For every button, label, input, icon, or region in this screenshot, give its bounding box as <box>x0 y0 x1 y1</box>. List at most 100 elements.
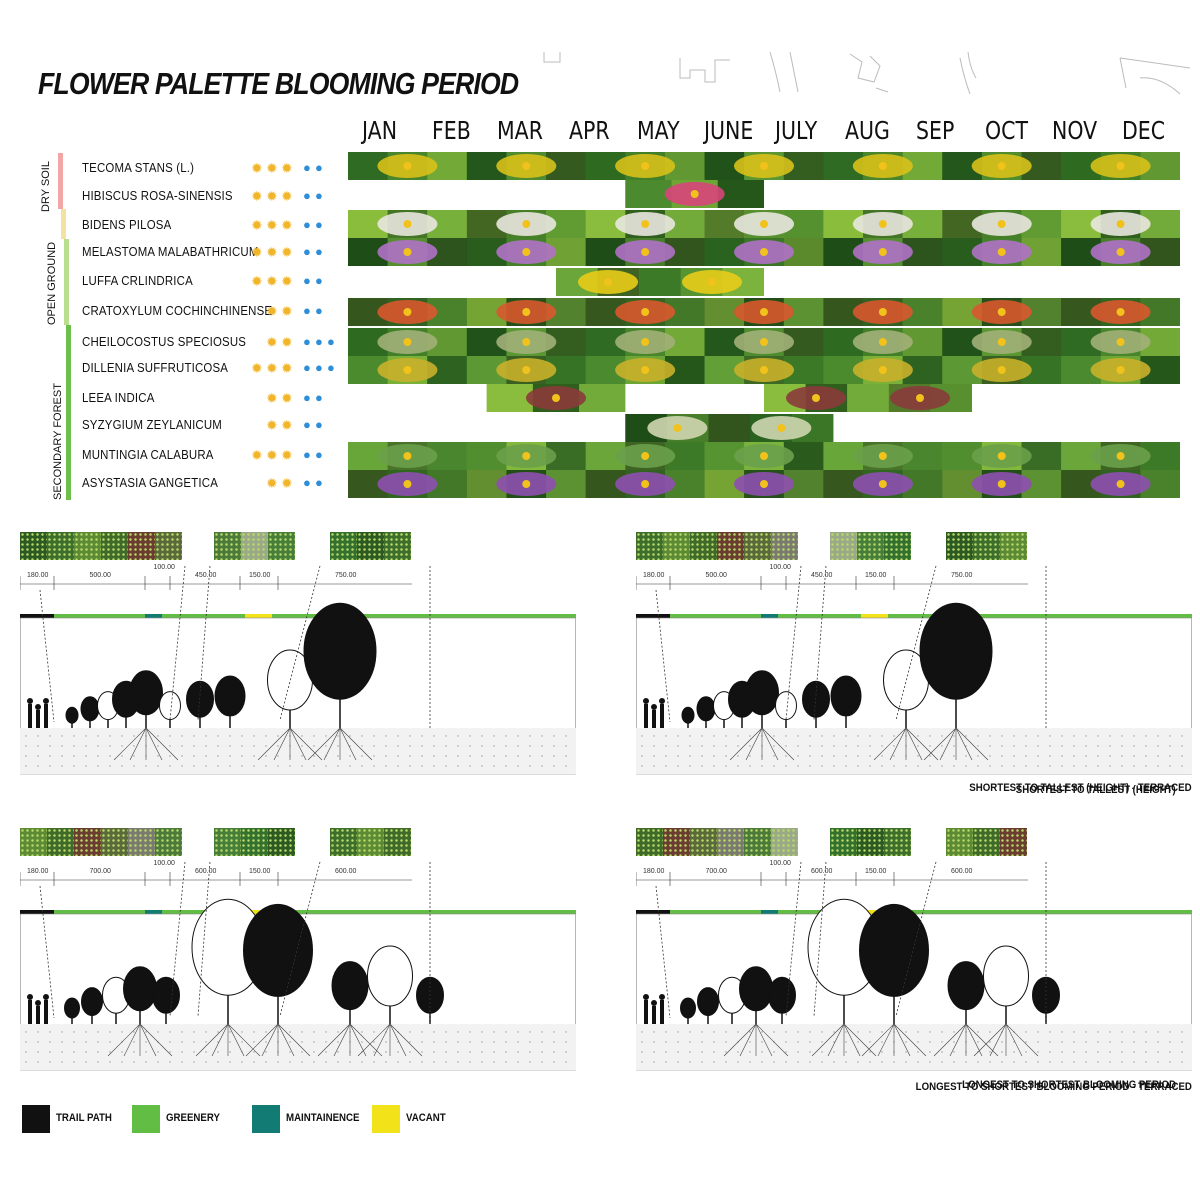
section-drawing <box>636 565 1192 775</box>
zone-label-dry-soil: DRY SOIL <box>40 161 52 212</box>
plant-name: CRATOXYLUM COCHINCHINENSE <box>82 303 273 318</box>
legend-swatch-vacant <box>372 1105 400 1133</box>
legend-label: VACANT <box>406 1112 446 1124</box>
sun-icon: ✹ <box>266 303 278 319</box>
dimension-label: 600.00 <box>335 868 357 875</box>
plant-texture-swatch <box>74 532 101 560</box>
water-drop-icon: ● <box>315 188 323 203</box>
sun-icon: ✹ <box>251 447 263 463</box>
plant-texture-swatch <box>884 532 911 560</box>
plant-texture-swatch <box>214 532 241 560</box>
month-header-oct: OCT <box>985 116 1028 145</box>
zone-bar-dry-soil <box>58 153 63 209</box>
plant-texture-swatch <box>946 532 973 560</box>
dimension-label: 500.00 <box>705 572 727 579</box>
sun-icon: ✹ <box>251 244 263 260</box>
water-drop-icon: ● <box>303 475 311 490</box>
bloom-bar <box>348 442 1180 470</box>
plant-texture-swatch <box>744 532 771 560</box>
sun-icon: ✹ <box>281 273 293 289</box>
sun-icon: ✹ <box>266 390 278 406</box>
dimension-label: 450.00 <box>195 572 217 579</box>
dimension-label: 500.00 <box>89 572 111 579</box>
legend-swatch-maintainence <box>252 1105 280 1133</box>
sun-icon: ✹ <box>266 188 278 204</box>
plant-texture-swatch <box>771 532 798 560</box>
sun-icon: ✹ <box>281 244 293 260</box>
plant-texture-swatch <box>47 532 74 560</box>
sun-icon: ✹ <box>251 360 263 376</box>
sun-icon: ✹ <box>266 244 278 260</box>
sun-icon: ✹ <box>266 273 278 289</box>
plant-name: TECOMA STANS (L.) <box>82 160 195 175</box>
bloom-bar <box>348 210 1180 238</box>
section-caption: SHORTEST TO TALLEST (HEIGHT) - TERRACED <box>969 782 1192 794</box>
plant-texture-swatch <box>771 828 798 856</box>
plant-name: SYZYGIUM ZEYLANICUM <box>82 417 223 432</box>
plant-name: ASYSTASIA GANGETICA <box>82 475 219 490</box>
zone-bar-open-ground <box>64 239 69 325</box>
water-drop-icon: ● <box>303 360 311 375</box>
dimension-label: 600.00 <box>951 868 973 875</box>
plant-texture-swatch <box>330 828 357 856</box>
month-header-feb: FEB <box>432 116 471 145</box>
page-title: FLOWER PALETTE BLOOMING PERIOD <box>38 66 519 101</box>
water-drop-icon: ● <box>303 417 311 432</box>
zone-label-secondary-forest: SECONDARY FOREST <box>52 383 64 500</box>
water-drop-icon: ● <box>315 417 323 432</box>
water-drop-icon: ● <box>315 475 323 490</box>
sun-icon: ✹ <box>281 188 293 204</box>
legend-swatch-greenery <box>132 1105 160 1133</box>
water-drop-icon: ● <box>303 188 311 203</box>
bloom-bar <box>348 470 1180 498</box>
plant-name: BIDENS PILOSA <box>82 217 172 232</box>
plant-texture-swatch <box>20 532 47 560</box>
water-drop-icon: ● <box>303 447 311 462</box>
dimension-label: 150.00 <box>865 868 887 875</box>
bloom-bar <box>348 356 1180 384</box>
sun-icon: ✹ <box>266 160 278 176</box>
plant-texture-swatch <box>155 828 182 856</box>
month-header-jan: JAN <box>362 116 398 145</box>
sun-icon: ✹ <box>266 475 278 491</box>
plant-texture-swatch <box>830 828 857 856</box>
dimension-label: 450.00 <box>811 572 833 579</box>
dimension-label: 100.00 <box>153 860 175 867</box>
dimension-label: 600.00 <box>811 868 833 875</box>
month-header-may: MAY <box>637 116 680 145</box>
plant-texture-swatch <box>268 828 295 856</box>
plant-texture-swatch <box>128 828 155 856</box>
sun-icon: ✹ <box>281 303 293 319</box>
section-caption: LONGEST TO SHORTEST BLOOMING PERIOD - TE… <box>915 1081 1192 1093</box>
month-header-apr: APR <box>569 116 610 145</box>
planting-section-diagram: 180.00 500.00 100.00 450.00 150.00 750.00 <box>636 530 1192 776</box>
sun-icon: ✹ <box>281 160 293 176</box>
plant-name: LEEA INDICA <box>82 390 155 405</box>
plant-texture-swatch <box>155 532 182 560</box>
dimension-label: 180.00 <box>27 572 49 579</box>
plant-texture-swatch <box>830 532 857 560</box>
bloom-bar <box>486 384 626 412</box>
section-caption: LONGEST TO SHORTEST BLOOMING PERIOD <box>962 1079 1176 1091</box>
dimension-label: 100.00 <box>769 564 791 571</box>
bloom-bar <box>556 268 764 296</box>
plant-texture-swatch <box>268 532 295 560</box>
dimension-label: 180.00 <box>643 572 665 579</box>
water-drop-icon: ● <box>315 303 323 318</box>
water-drop-icon: ● <box>315 273 323 288</box>
section-drawing <box>20 861 576 1071</box>
section-drawing <box>636 861 1192 1071</box>
zone-bar-dry-soil-transition <box>61 209 66 239</box>
dimension-label: 150.00 <box>249 572 271 579</box>
water-drop-icon: ● <box>315 244 323 259</box>
water-drop-icon: ● <box>303 334 311 349</box>
plant-texture-swatch <box>884 828 911 856</box>
sun-icon: ✹ <box>281 390 293 406</box>
month-header-june: JUNE <box>704 116 754 145</box>
plant-texture-swatch <box>214 828 241 856</box>
month-header-aug: AUG <box>845 116 890 145</box>
water-drop-icon: ● <box>303 160 311 175</box>
plant-texture-swatch <box>1000 828 1027 856</box>
plant-name: MELASTOMA MALABATHRICUM <box>82 244 259 259</box>
bloom-bar <box>625 414 834 442</box>
